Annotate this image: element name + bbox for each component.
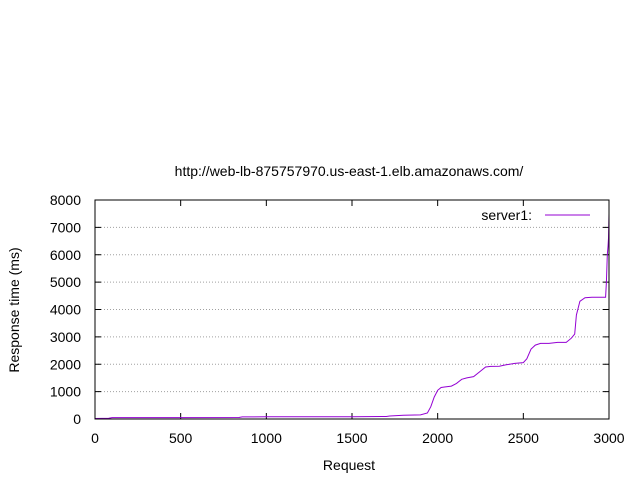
series-line-server1	[94, 213, 610, 419]
y-ticks: 0 1000 2000 3000 4000 5000 6000 7000 8000	[50, 192, 609, 427]
x-tick-label: 2500	[508, 430, 539, 446]
y-tick-label: 3000	[50, 329, 81, 345]
plot-border	[94, 199, 610, 420]
y-axis-label: Response time (ms)	[6, 247, 22, 372]
x-tick-label: 3000	[593, 430, 624, 446]
x-axis-label: Request	[323, 457, 375, 473]
y-tick-label: 6000	[50, 247, 81, 263]
y-tick-label: 8000	[50, 192, 81, 208]
x-tick-label: 1000	[251, 430, 282, 446]
legend: server1:	[481, 207, 590, 223]
x-ticks: 0 500 1000 1500 2000 2500 3000	[91, 200, 625, 446]
x-tick-label: 0	[91, 430, 99, 446]
x-tick-label: 1500	[336, 430, 367, 446]
chart-title: http://web-lb-875757970.us-east-1.elb.am…	[175, 163, 524, 179]
y-tick-label: 4000	[50, 302, 81, 318]
y-tick-label: 2000	[50, 356, 81, 372]
x-tick-label: 500	[169, 430, 193, 446]
y-tick-label: 5000	[50, 274, 81, 290]
y-tick-label: 0	[73, 411, 81, 427]
legend-label-server1: server1:	[481, 207, 532, 223]
y-tick-label: 7000	[50, 219, 81, 235]
x-tick-label: 2000	[422, 430, 453, 446]
y-tick-label: 1000	[50, 384, 81, 400]
grid-lines	[95, 226, 609, 393]
